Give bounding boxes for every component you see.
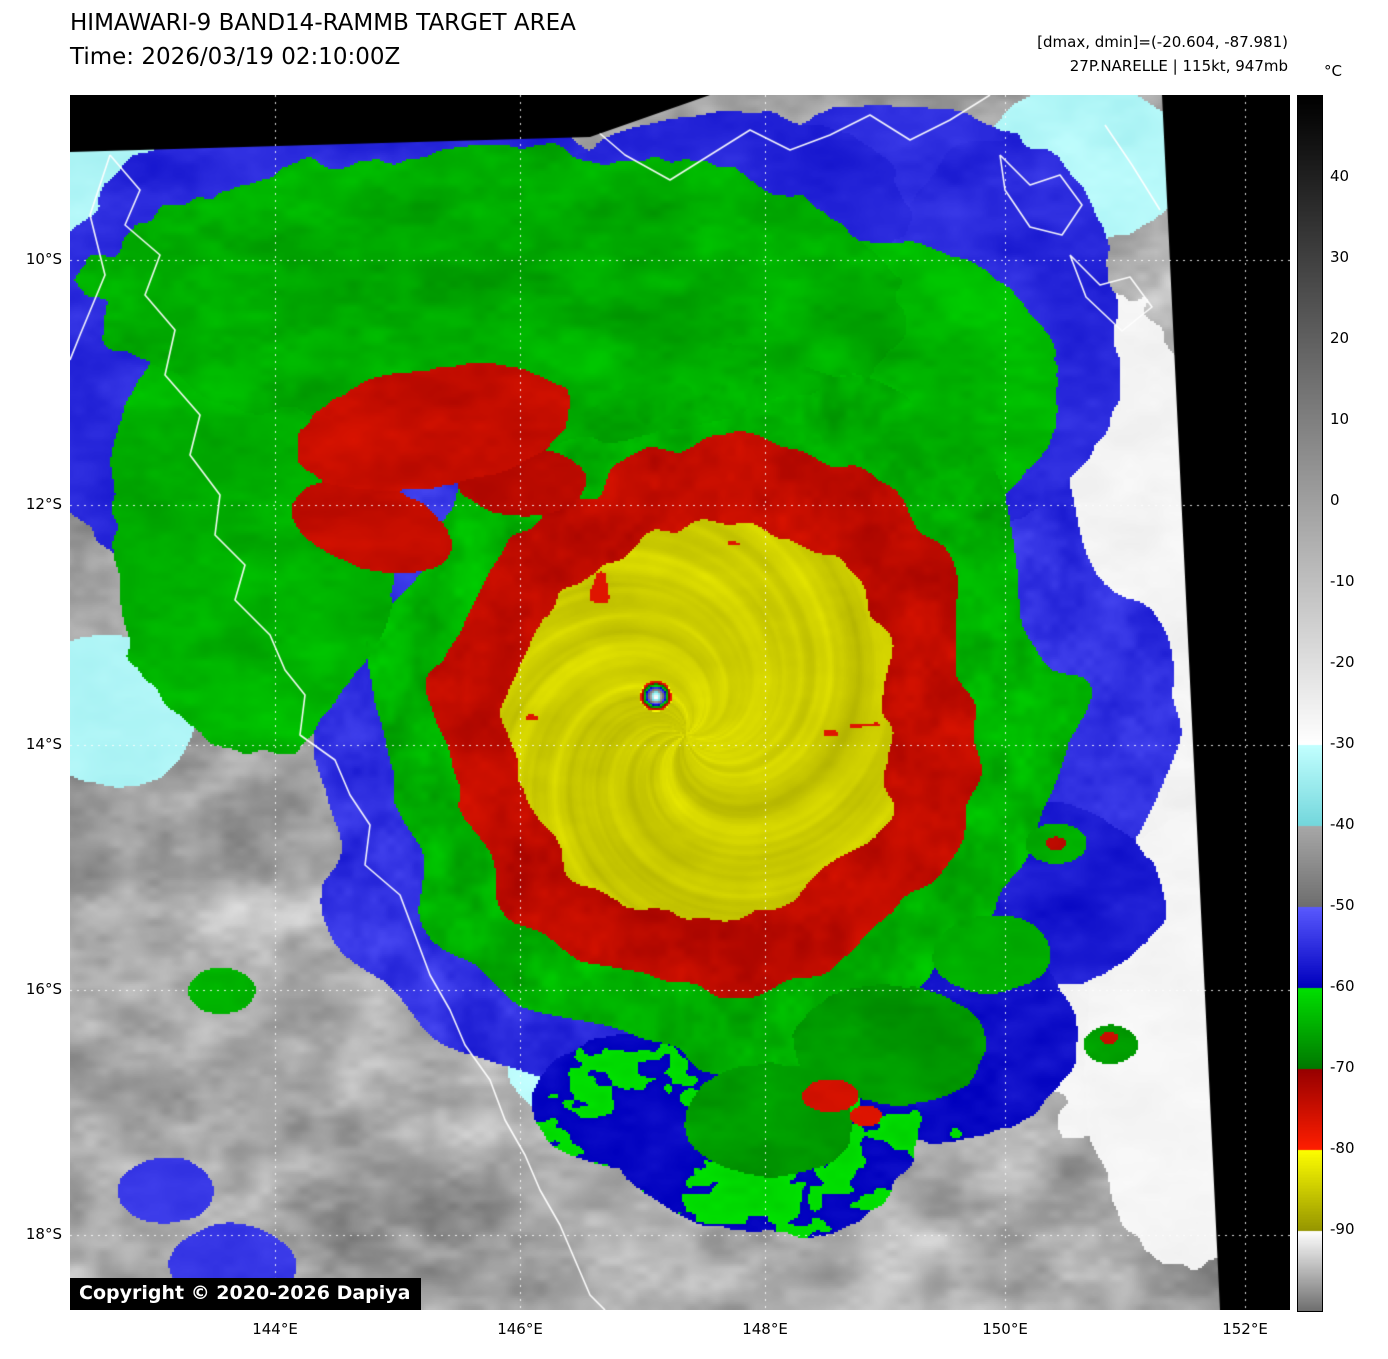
colorbar-tick-label: 10 bbox=[1330, 410, 1350, 428]
satellite-image-canvas bbox=[70, 95, 1290, 1310]
colorbar-gradient bbox=[1298, 96, 1322, 1311]
colorbar bbox=[1297, 95, 1323, 1312]
dmax-dmin-label: [dmax, dmin]=(-20.604, -87.981) bbox=[1037, 33, 1288, 51]
time-label: Time: 2026/03/19 02:10:00Z bbox=[70, 44, 401, 70]
longitude-label: 144°E bbox=[252, 1320, 298, 1338]
header-right: [dmax, dmin]=(-20.604, -87.981) 27P.NARE… bbox=[1037, 30, 1288, 78]
colorbar-tick-label: -40 bbox=[1330, 815, 1355, 833]
longitude-label: 150°E bbox=[982, 1320, 1028, 1338]
latitude-label: 18°S bbox=[25, 1225, 62, 1243]
colorbar-tick-label: 20 bbox=[1330, 329, 1350, 347]
colorbar-tick-label: -70 bbox=[1330, 1058, 1355, 1076]
colorbar-tick-label: 30 bbox=[1330, 248, 1350, 266]
colorbar-tick-label: 40 bbox=[1330, 167, 1350, 185]
longitude-label: 152°E bbox=[1222, 1320, 1268, 1338]
latitude-label: 16°S bbox=[25, 980, 62, 998]
latitude-label: 12°S bbox=[25, 495, 62, 513]
storm-info-label: 27P.NARELLE | 115kt, 947mb bbox=[1069, 57, 1288, 75]
latitude-label: 10°S bbox=[25, 250, 62, 268]
colorbar-tick-label: -90 bbox=[1330, 1220, 1355, 1238]
colorbar-tick-label: -30 bbox=[1330, 734, 1355, 752]
colorbar-tick-label: -10 bbox=[1330, 572, 1355, 590]
colorbar-tick-label: -20 bbox=[1330, 653, 1355, 671]
page-title: HIMAWARI-9 BAND14-RAMMB TARGET AREA bbox=[70, 10, 576, 36]
colorbar-tick-label: -80 bbox=[1330, 1139, 1355, 1157]
longitude-label: 148°E bbox=[742, 1320, 788, 1338]
satellite-map: Copyright © 2020-2026 Dapiya bbox=[70, 95, 1290, 1310]
longitude-label: 146°E bbox=[497, 1320, 543, 1338]
colorbar-unit-label: °C bbox=[1324, 62, 1342, 80]
colorbar-tick-label: 0 bbox=[1330, 491, 1340, 509]
colorbar-tick-label: -50 bbox=[1330, 896, 1355, 914]
latitude-label: 14°S bbox=[25, 735, 62, 753]
copyright-label: Copyright © 2020-2026 Dapiya bbox=[70, 1278, 422, 1310]
colorbar-tick-label: -60 bbox=[1330, 977, 1355, 995]
